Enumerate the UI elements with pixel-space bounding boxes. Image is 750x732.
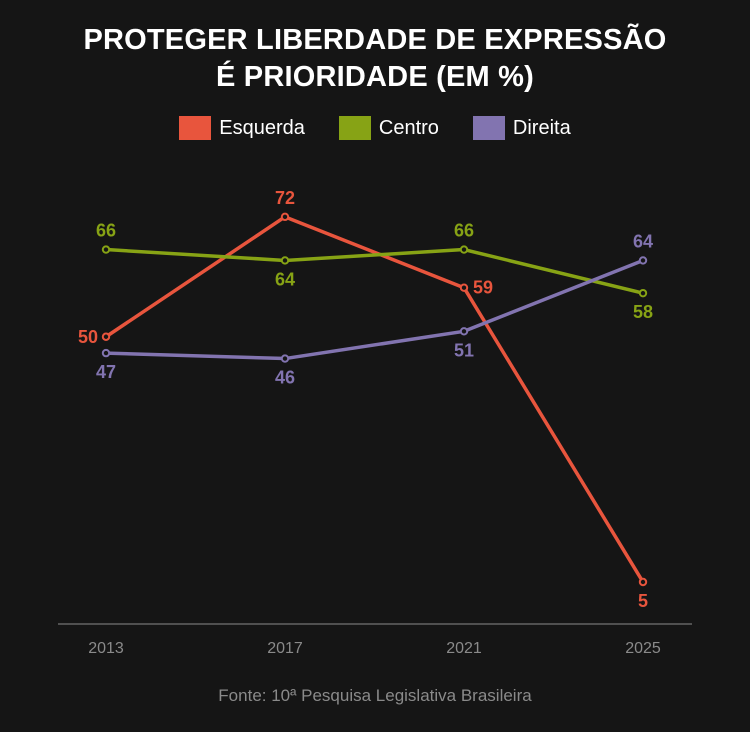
legend-item-centro: Centro [338, 116, 439, 140]
legend-label-direita: Direita [512, 116, 571, 139]
data-point-esquerda-2017 [280, 212, 290, 222]
data-label-centro-2021: 66 [454, 221, 474, 241]
legend-item-esquerda: Esquerda [179, 116, 305, 140]
data-label-centro-2017: 64 [275, 269, 295, 289]
x-tick-label-2013: 2013 [88, 640, 124, 657]
legend-swatch-direita [472, 116, 505, 140]
data-point-centro-2025 [638, 288, 648, 298]
legend-swatch-centro [338, 116, 371, 140]
data-point-direita-2017 [280, 354, 290, 363]
data-label-centro-2013: 66 [96, 221, 116, 241]
data-label-esquerda-2025: 5 [638, 591, 648, 611]
data-point-centro-2013 [101, 245, 111, 254]
data-point-esquerda-2025 [638, 577, 648, 587]
data-label-esquerda-2017: 72 [275, 188, 295, 208]
data-label-esquerda-2021: 59 [473, 278, 493, 298]
data-label-centro-2025: 58 [633, 302, 653, 322]
source-note: Fonte: 10ª Pesquisa Legislativa Brasilei… [218, 686, 532, 705]
series-line-direita [104, 258, 645, 361]
x-tick-label-2017: 2017 [267, 640, 303, 657]
legend-swatch-esquerda [179, 116, 212, 140]
series-line-centro [104, 247, 645, 295]
legend-label-esquerda: Esquerda [219, 116, 305, 139]
chart-title-line-2: É PRIORIDADE (EM %) [216, 61, 534, 93]
data-point-centro-2021 [459, 245, 469, 254]
data-point-direita-2013 [101, 348, 111, 358]
x-tick-label-2025: 2025 [625, 640, 661, 657]
x-tick-label-2021: 2021 [446, 640, 482, 657]
data-point-esquerda-2013 [101, 332, 111, 341]
data-label-esquerda-2013: 50 [78, 327, 98, 347]
legend: Esquerda Centro Direita [0, 116, 750, 140]
series-line-esquerda [104, 215, 645, 584]
legend-label-centro: Centro [378, 116, 439, 139]
data-point-esquerda-2021 [459, 283, 469, 292]
chart-title: PROTEGER LIBERDADE DE EXPRESSÃO É PRIORI… [0, 22, 750, 96]
data-label-direita-2013: 47 [96, 362, 116, 382]
data-label-direita-2025: 64 [633, 231, 653, 251]
data-label-direita-2021: 51 [454, 340, 474, 360]
data-point-direita-2025 [638, 256, 648, 265]
chart-title-line-1: PROTEGER LIBERDADE DE EXPRESSÃO [83, 24, 667, 56]
legend-item-direita: Direita [472, 116, 571, 140]
data-label-direita-2017: 46 [275, 368, 295, 388]
data-point-centro-2017 [280, 256, 290, 265]
data-point-direita-2021 [459, 327, 469, 336]
